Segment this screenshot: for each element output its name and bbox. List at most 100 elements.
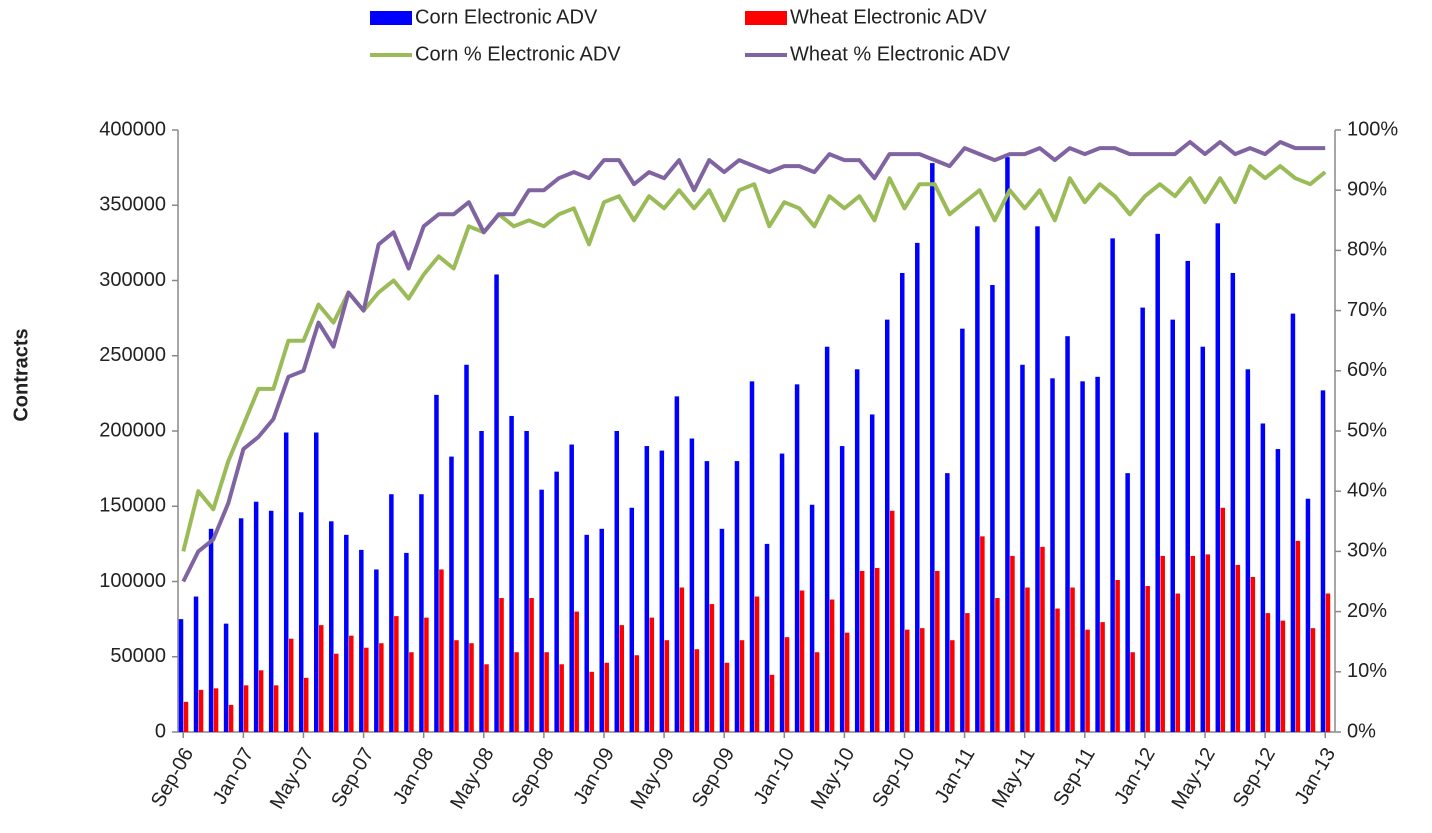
x-tick-label: Jan-13 [1291,744,1341,808]
bar [689,438,695,732]
bar [313,432,319,732]
bar [574,611,579,732]
bar [599,528,604,732]
bar [554,471,559,732]
x-tick-label: Jan-09 [569,744,619,808]
bar [213,688,219,732]
bar [1070,587,1075,732]
bar [329,521,334,732]
y-tick-label: 400000 [99,118,166,140]
bar [809,504,815,732]
bar [1140,307,1145,732]
bar [268,510,274,732]
bar [1230,272,1236,732]
bar [1145,586,1150,732]
bar [539,489,544,732]
bar [464,364,469,732]
bar [1320,390,1326,732]
bar [980,536,985,732]
bar [499,598,504,732]
bar [1185,260,1190,732]
bar [900,272,905,732]
bar [544,652,549,732]
bar [644,446,650,732]
bar [734,461,740,732]
bar [1200,346,1206,732]
bar [514,652,519,732]
bar [1080,381,1085,732]
bar [223,623,229,732]
bar [930,163,935,733]
y2-tick-label: 50% [1347,419,1387,441]
y2-tick-label: 80% [1347,239,1387,261]
y-tick-label: 250000 [99,344,166,366]
bar [1110,238,1115,733]
bar [1290,313,1296,732]
line [181,140,1326,583]
bar [303,677,309,732]
legend-label: Corn % Electronic ADV [415,43,621,65]
bar [1155,233,1160,732]
x-tick-label: May-08 [446,744,498,813]
bar [1115,579,1120,732]
x-tick-label: Jan-12 [1110,744,1160,808]
bar [344,534,349,732]
bar [243,685,249,732]
bar [379,643,384,732]
bar [764,543,770,732]
bar [439,569,444,732]
bar [349,635,354,732]
y-tick-label: 100000 [99,570,166,592]
bar [359,549,364,732]
bar [965,613,970,732]
y-tick-label: 200000 [99,419,166,441]
bar [889,510,895,732]
bar [298,512,304,732]
y-tick-label: 300000 [99,269,166,291]
y2-tick-label: 40% [1347,479,1387,501]
bar [1025,587,1030,732]
bar [409,652,414,732]
bar [584,534,589,732]
bar [749,381,755,732]
legend-swatch [745,11,787,25]
x-tick-label: Jan-07 [209,744,259,808]
y-axis-title: Contracts [10,328,32,421]
y2-tick-label: 100% [1347,118,1398,140]
x-tick-label: May-10 [807,744,859,813]
bar [1250,576,1256,732]
bar [960,328,965,732]
x-tick-label: May-12 [1168,744,1220,813]
bar [183,701,189,732]
bar [884,319,890,732]
bar [1215,223,1221,732]
bar [484,664,489,732]
x-tick-label: May-11 [988,744,1040,811]
bar [1190,555,1195,732]
bar [950,640,955,732]
bar [1005,157,1010,733]
bar [404,552,409,732]
bar [754,596,760,732]
bar [779,453,785,732]
bar [724,662,730,732]
bar [524,431,529,732]
bar [814,652,820,732]
bar [494,274,499,732]
bar [419,494,424,732]
y-tick-label: 150000 [99,495,166,517]
y2-tick-label: 60% [1347,359,1387,381]
y2-tick-label: 90% [1347,178,1387,200]
bar [288,638,294,732]
x-tick-label: May-09 [627,744,679,813]
bar [1275,449,1281,732]
bar [1295,540,1301,732]
bar [318,625,324,732]
bar [629,507,635,732]
bar [794,384,800,732]
bar [1245,369,1251,732]
bar [449,456,454,732]
bar [1065,336,1070,732]
legend-swatch [370,11,412,25]
bar [634,655,640,732]
